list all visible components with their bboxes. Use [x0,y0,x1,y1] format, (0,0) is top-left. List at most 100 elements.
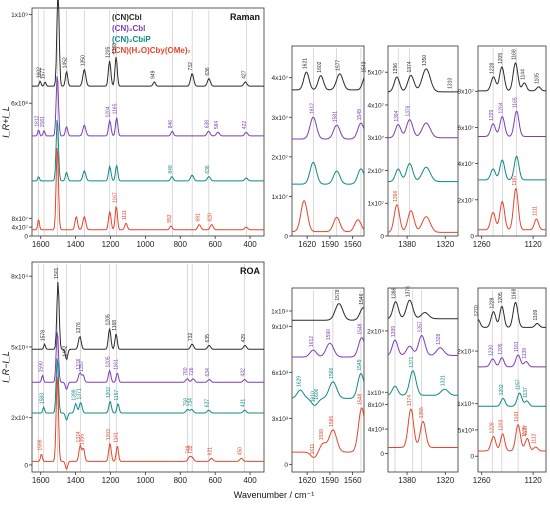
raman-zoom-1-frame [291,45,365,237]
raman-main-peak-label-cncbl-636: 636 [205,67,211,76]
roa-main-series-cnh2ocbyome7 [32,376,264,471]
raman-zoom-2-panel: 1396 1374 1350 1310 1394 1376 1396 1380 1320 0 1x1… [368,45,459,249]
raman-main-peak-label-cn2cbl-1165: 1165 [113,103,119,114]
raman-zoom-1-series-cn2cbl [292,116,365,140]
raman-zoom-3-peak-label-cnh2ocbyome7-1167: 1167 [512,175,518,186]
raman-zoom-3-y-tick-label-8x10: 8x10⁷ [458,89,475,96]
roa-zoom-2-y-tick-label-8x10: 8x10³ [368,402,385,409]
raman-main-panel: 1602157715011452135012051168949732636427… [1,0,265,249]
roa-zoom-3-peak-label-cn2cbip-1202: 1202 [499,384,505,395]
roa-zoom-1-y-tick-label-0: 0 [284,462,288,469]
roa-zoom-2-y-tick-label-0: 0 [380,451,384,458]
raman-main-frame [31,7,265,237]
roa-main-peak-label-cncbl-1501: 1501 [54,267,60,278]
raman-main-x-tick-label-1400: 1400 [67,240,85,249]
raman-main-peak-label-cn2cbl-1612: 1612 [35,115,41,126]
roa-zoom-1-peak-label-cn2cbl-1548: 1548 [358,323,364,334]
roa-main-peak-label-cn2cbl-1357: 1357 [79,360,85,371]
roa-main-peak-label-cn2cbip-1399: 1399 [72,389,78,400]
raman-zoom-2-peak-label-cncbl-1396: 1396 [393,63,399,74]
raman-main-y-axis-label: I_R+I_L [1,106,11,138]
roa-zoom-2-series-cn2cbl [387,334,458,356]
roa-zoom-2-x-tick-label-1380: 1380 [398,476,416,485]
raman-zoom-2-peak-label-cncbl-1310: 1310 [448,78,454,89]
raman-main-series-cnh2ocbyome7 [32,147,264,231]
roa-main-y-tick-label-0: 0 [24,462,28,469]
raman-zoom-1-y-tick-label-3x10: 3x10⁷ [272,115,289,122]
roa-main-x-axis-label: Wavenumber / cm⁻¹ [234,490,314,500]
raman-zoom-3-y-tick-label-2x10: 2x10⁷ [458,197,475,204]
raman-main-peak-label-cncbl-1350: 1350 [80,55,86,66]
raman-main-peak-label-cn2cbl-1581: 1581 [40,116,46,127]
legend-entry-cnh2ocbyome7: (CN)(H₂O)Cby(OMe)₇ [112,46,191,55]
raman-main-x-tick-label-1000: 1000 [136,240,154,249]
roa-main-y-tick-label-2x10: 2x10⁴ [11,415,28,422]
roa-zoom-1-x-tick-label-1590: 1590 [321,476,339,485]
raman-main-y-tick-label-0: 0 [24,234,28,241]
raman-main-peak-label-cn2cbl-584: 584 [214,121,220,130]
raman-zoom-1-peak-label-cncbl-1577: 1577 [336,60,342,71]
raman-zoom-3-peak-label-cncbl-1228: 1228 [489,63,495,74]
raman-zoom-2-y-tick-label-1x10: 1x10⁷ [368,201,385,208]
roa-zoom-2-peak-label-cnh2ocbyome7-1355: 1355 [419,407,425,418]
raman-zoom-3-peak-label-cnh2ocbyome7-1111: 1111 [532,206,538,216]
raman-main-peak-label-cncbl-1602: 1602 [36,67,42,78]
roa-main-peak-label-cn2cbip-637: 637 [205,399,211,408]
raman-main-peak-label-cn2cbip-636: 636 [205,165,211,174]
roa-zoom-2-peak-label-cn2cbl-1328: 1328 [436,333,442,344]
roa-zoom-3-peak-label-cncbl-1109: 1109 [533,310,539,321]
raman-zoom-2-x-tick-label-1380: 1380 [398,240,416,249]
raman-zoom-1-y-tick-label-4x10: 4x10⁷ [272,75,289,82]
raman-zoom-2-frame [387,45,459,237]
raman-zoom-3-peak-label-cn2cbl-1204: 1204 [498,102,504,113]
raman-main-peak-label-cn2cbip-848: 848 [168,165,174,174]
raman-main-peak-label-cn2cbl-1204: 1204 [106,106,112,117]
roa-main-peak-label-cn2cbip-1202: 1202 [106,387,112,398]
raman-main-x-tick-label-1600: 1600 [32,240,50,249]
roa-main-peak-label-cn2cbl-432: 432 [241,368,247,377]
raman-zoom-3-x-tick-label-1260: 1260 [473,240,491,249]
roa-main-x-tick-label-1000: 1000 [136,476,154,485]
roa-main-peak-label-cn2cbl-1376: 1376 [76,358,82,369]
roa-main-peak-label-cnh2ocbyome7-621: 621 [207,447,213,456]
raman-main-peak-label-cn2cbl-422: 422 [242,121,248,130]
roa-main-peak-label-cncbl-429: 429 [241,334,247,343]
raman-zoom-1-series-cnh2ocbyome7 [292,200,365,233]
raman-main-series-cn2cbl [32,76,264,137]
roa-zoom-1-series-cn2cbip [291,373,365,406]
raman-zoom-1-y-tick-label-0: 0 [284,234,288,241]
roa-zoom-3-peak-label-cn2cbl-1230: 1230 [489,345,495,356]
roa-main-peak-label-cnh2ocbyome7-1355: 1355 [79,434,85,445]
roa-zoom-2-peak-label-cn2cbl-1357: 1357 [418,321,424,332]
roa-zoom-1-peak-label-cn2cbl-1612: 1612 [309,336,315,347]
roa-zoom-2-peak-label-cnh2ocbyome7-1374: 1374 [407,395,413,406]
roa-zoom-1-peak-label-cn2cbip-1586: 1586 [329,367,335,378]
raman-zoom-2-peak-label-cnh2ocbyome7-1396: 1396 [393,191,399,202]
roa-zoom-1-y-tick-label-6x10: 6x10³ [272,370,289,377]
raman-zoom-3-frame [477,45,547,237]
roa-zoom-1-series-cn2cbl [292,337,365,358]
raman-zoom-2-y-tick-label-4x10: 4x10⁷ [368,102,385,109]
roa-zoom-1-series-cnh2ocbyome7 [292,407,365,458]
roa-zoom-1-peak-label-cn2cbl-1590: 1590 [326,329,332,340]
roa-main-x-tick-label-1400: 1400 [67,476,85,485]
raman-main-peak-label-cncbl-1577: 1577 [41,68,47,79]
raman-main-y-tick-label-6x10: 6x10⁸ [11,101,28,108]
raman-main-x-tick-label-800: 800 [174,240,188,249]
raman-zoom-2-series-cn2cbip [388,163,458,183]
roa-main-peak-label-cncbl-1168: 1168 [112,320,118,331]
raman-zoom-3-series-cn2cbl [478,110,546,137]
roa-zoom-1-peak-label-cn2cbip-1606: 1606 [314,388,320,399]
raman-main-peak-label-cnh2ocbyome7-1111: 1111 [122,210,128,220]
raman-zoom-3-series-cncbl [478,62,546,92]
raman-main-peak-label-cncbl-949: 949 [150,70,156,79]
roa-main-peak-label-cn2cbl-726: 726 [189,367,195,376]
roa-main-x-tick-label-400: 400 [243,476,257,485]
roa-main-peak-label-cn2cbl-1205: 1205 [106,356,112,367]
raman-zoom-2-y-tick-label-5x10: 5x10⁷ [368,70,385,77]
roa-zoom-3-y-tick-label-2x10: 2x10⁴ [457,349,474,356]
raman-main-y-tick-label-8x10: 8x10⁷ [12,216,29,223]
roa-zoom-3-y-tick-label-5x10: 5x10³ [458,427,475,434]
